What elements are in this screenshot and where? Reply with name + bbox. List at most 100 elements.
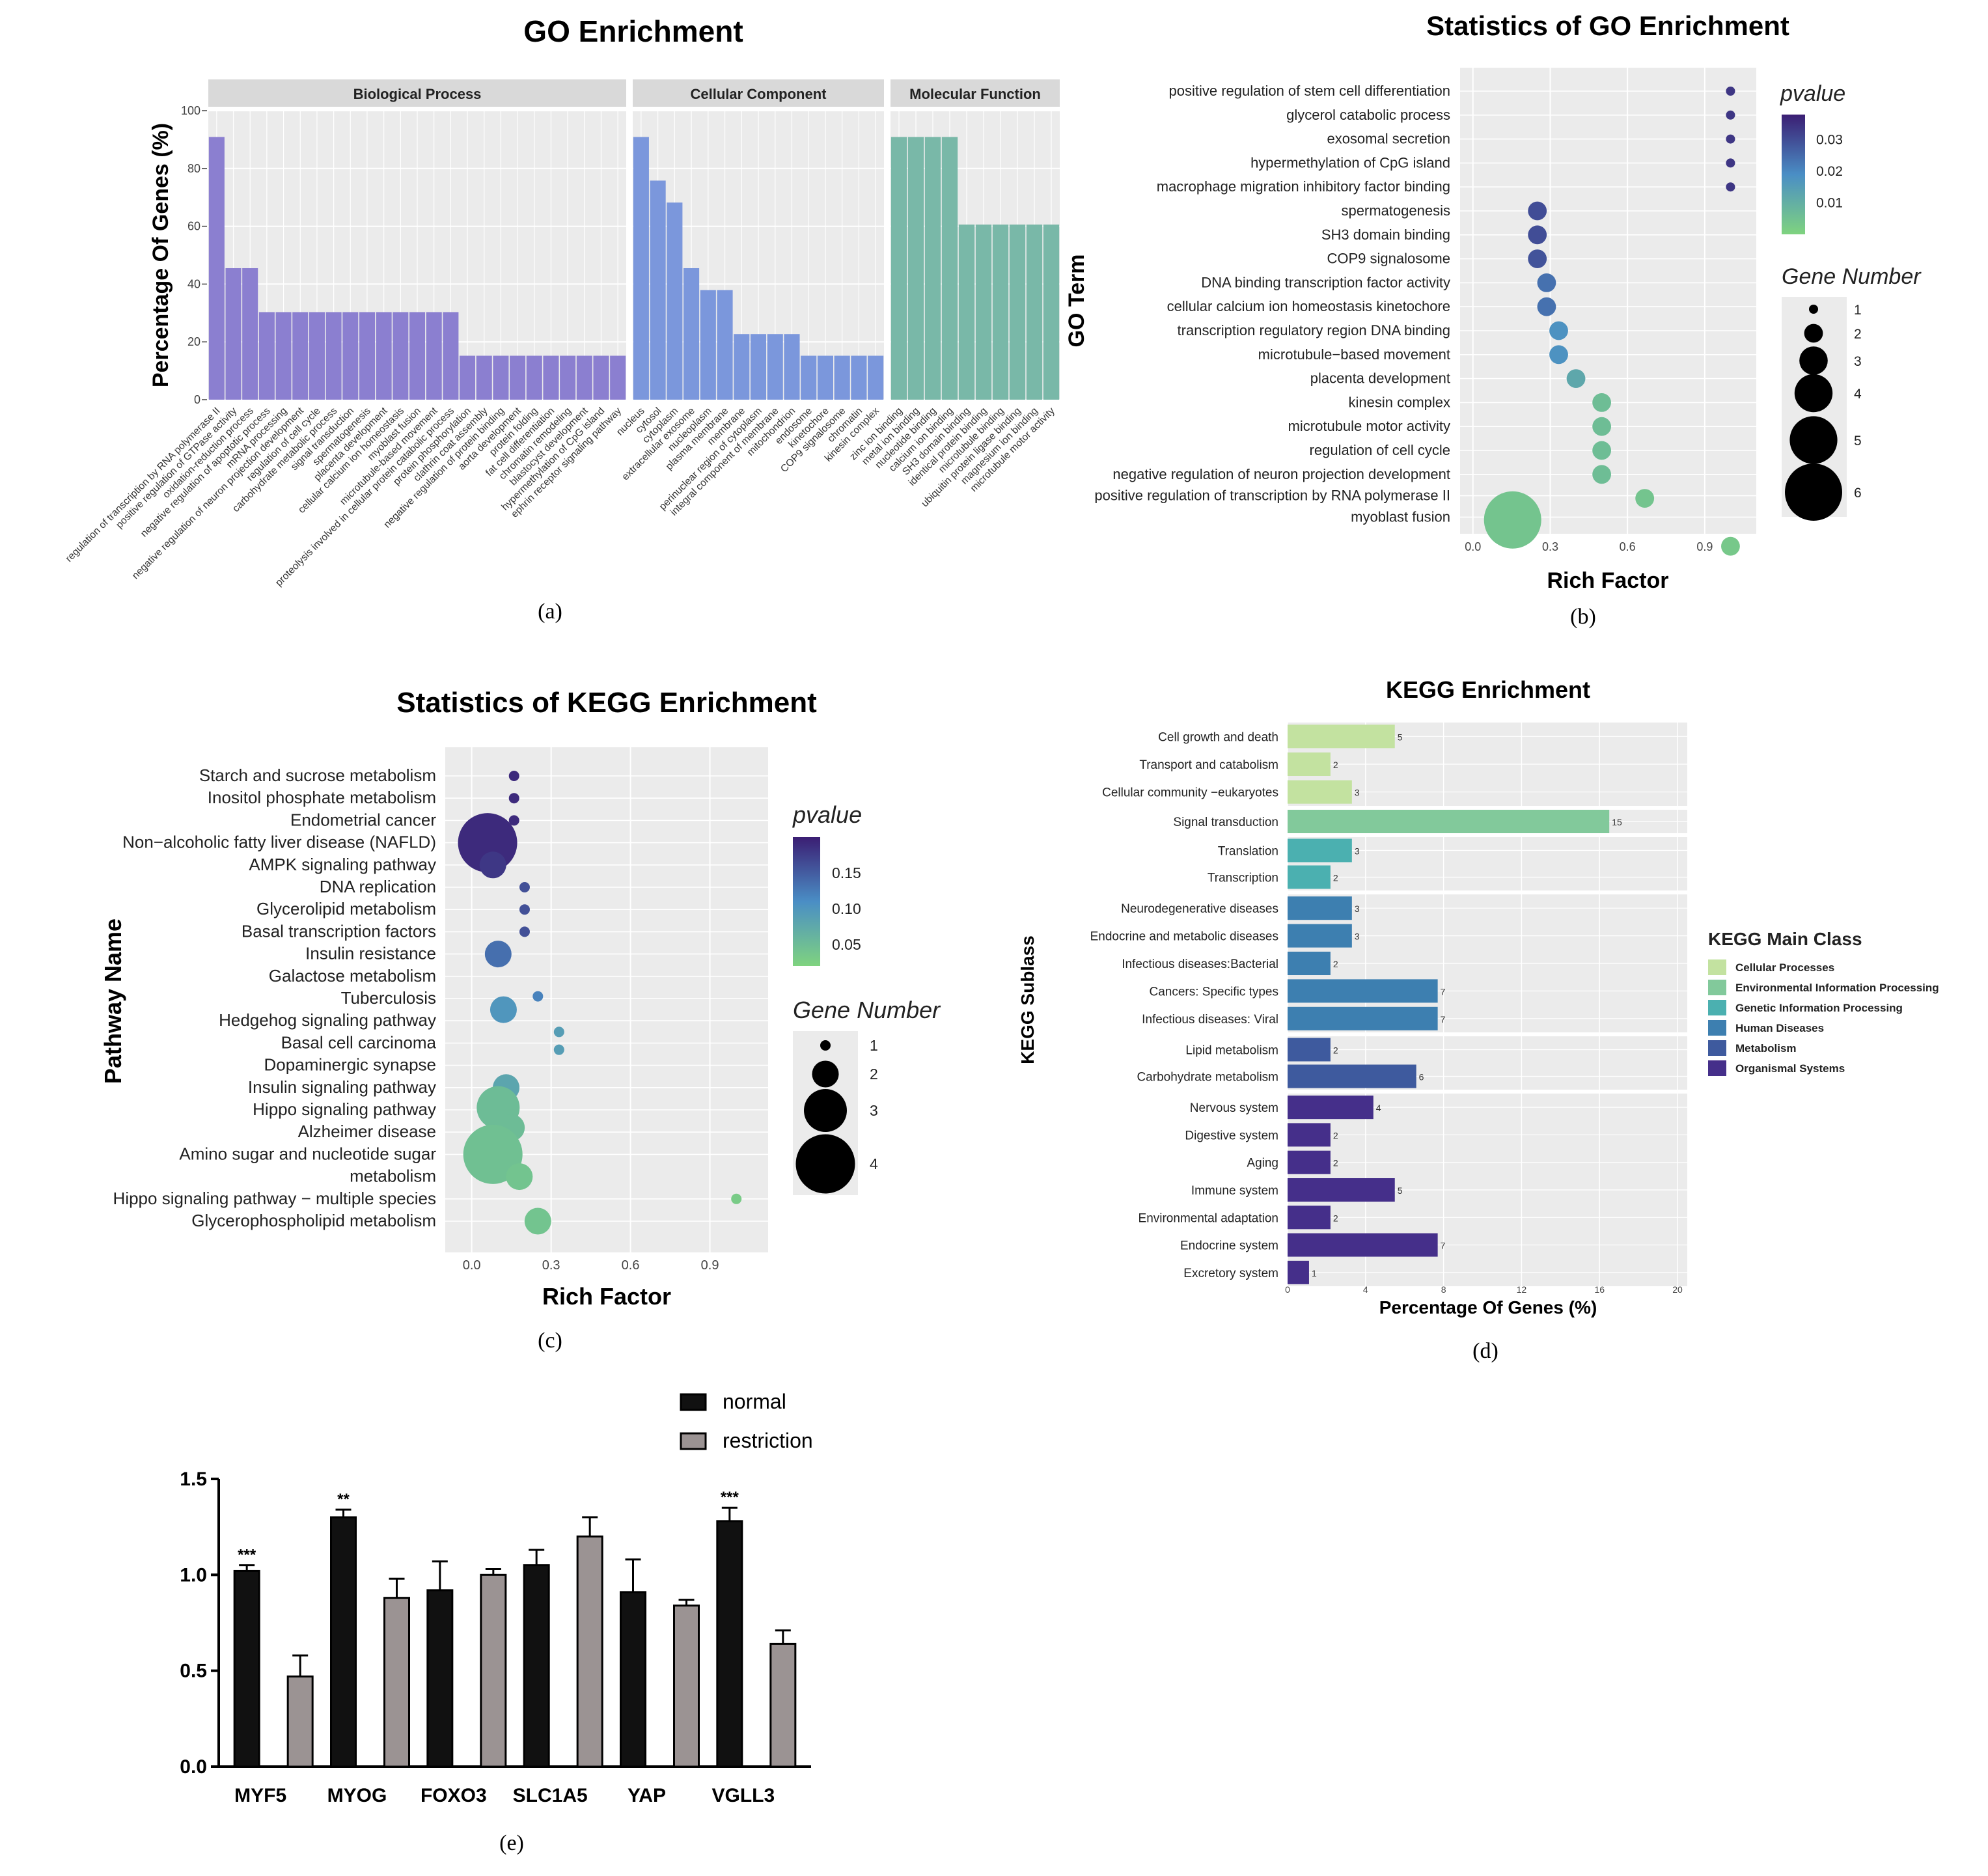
bar bbox=[208, 137, 225, 400]
bar-count-label: 7 bbox=[1441, 1241, 1446, 1251]
legend-label: Metabolism bbox=[1735, 1042, 1797, 1055]
bar bbox=[258, 312, 275, 400]
size-legend-label: 1 bbox=[870, 1037, 878, 1054]
bubble bbox=[1528, 249, 1547, 268]
bar bbox=[868, 355, 884, 400]
bar bbox=[325, 312, 342, 400]
sublass-label: Infectious diseases:Bacterial bbox=[1122, 958, 1278, 971]
sublass-label: Immune system bbox=[1191, 1184, 1278, 1198]
bar bbox=[734, 334, 750, 400]
panel-label-a: (a) bbox=[538, 600, 562, 624]
bar bbox=[523, 1564, 550, 1768]
legend-title: KEGG Main Class bbox=[1708, 929, 1862, 949]
pathway-label: Dopaminergic synapse bbox=[264, 1055, 436, 1075]
go-term-label: negative regulation of neuron projection… bbox=[1112, 466, 1450, 482]
bubble bbox=[1726, 110, 1735, 120]
legend-label: Cellular Processes bbox=[1735, 961, 1834, 974]
sublass-label: Nervous system bbox=[1190, 1101, 1278, 1115]
colorbar-tick-label: 0.15 bbox=[832, 864, 861, 881]
go-term-label: cellular calcium ion homeostasis kinetoc… bbox=[1167, 298, 1450, 314]
go-term-label: DNA binding transcription factor activit… bbox=[1201, 274, 1450, 290]
sublass-label: Neurodegenerative diseases bbox=[1121, 902, 1278, 916]
x-tick-label: VGLL3 bbox=[711, 1785, 775, 1806]
pathway-label: Glycerophospholipid metabolism bbox=[191, 1211, 436, 1230]
go-term-label: hypermethylation of CpG island bbox=[1250, 154, 1450, 171]
bar bbox=[593, 355, 609, 400]
bubble bbox=[479, 851, 506, 879]
bar bbox=[784, 334, 800, 400]
facet-strip bbox=[633, 79, 884, 107]
size-legend-dot bbox=[1804, 324, 1823, 343]
x-tick-label: YAP bbox=[628, 1785, 666, 1806]
bar bbox=[286, 1676, 314, 1768]
group-panel-bg bbox=[1288, 837, 1687, 890]
x-tick-label: FOXO3 bbox=[421, 1785, 487, 1806]
bar bbox=[1288, 752, 1331, 776]
bar bbox=[1288, 952, 1331, 975]
bar bbox=[460, 355, 476, 400]
x-tick-label: 4 bbox=[1363, 1284, 1368, 1295]
bar bbox=[242, 268, 258, 400]
bar bbox=[225, 268, 242, 400]
bar bbox=[717, 290, 733, 400]
bar bbox=[526, 355, 542, 400]
color-legend-title: pvalue bbox=[1780, 81, 1845, 106]
size-legend-dot bbox=[1785, 463, 1842, 521]
size-legend-dot bbox=[812, 1060, 839, 1088]
sublass-label: Environmental adaptation bbox=[1139, 1211, 1278, 1225]
significance-marker: *** bbox=[238, 1547, 256, 1564]
bar bbox=[560, 355, 576, 400]
facet-strip-label: Molecular Function bbox=[909, 86, 1041, 102]
bubble bbox=[508, 771, 519, 781]
facet-strip-label: Biological Process bbox=[353, 86, 482, 102]
x-tick-label: SLC1A5 bbox=[513, 1785, 588, 1806]
y-tick-label: 20 bbox=[187, 335, 200, 348]
go-term-label: positive regulation of transcription by … bbox=[1094, 488, 1450, 504]
bubble bbox=[519, 926, 530, 937]
sublass-label: Endocrine and metabolic diseases bbox=[1090, 930, 1278, 944]
bar bbox=[907, 137, 924, 400]
pathway-label: Basal transcription factors bbox=[242, 921, 436, 941]
sublass-label: Cell growth and death bbox=[1158, 730, 1278, 744]
bubble bbox=[1566, 369, 1586, 388]
sublass-label: Transport and catabolism bbox=[1139, 758, 1278, 772]
colorbar-tick-label: 0.03 bbox=[1816, 133, 1843, 148]
bar-count-label: 2 bbox=[1333, 1130, 1338, 1140]
legend-label: Genetic Information Processing bbox=[1735, 1002, 1903, 1014]
bar-count-label: 6 bbox=[1419, 1072, 1424, 1083]
size-legend-label: 1 bbox=[1854, 303, 1862, 318]
bar bbox=[1288, 979, 1438, 1003]
y-tick-label: 0.5 bbox=[180, 1661, 207, 1682]
legend-swatch bbox=[1708, 959, 1726, 975]
bar-count-label: 5 bbox=[1398, 732, 1403, 742]
size-legend-title: Gene Number bbox=[1782, 264, 1922, 289]
legend-label: Organismal Systems bbox=[1735, 1062, 1845, 1075]
bar bbox=[1288, 1038, 1331, 1062]
x-tick-label: MYF5 bbox=[234, 1785, 286, 1806]
x-tick-label: positive regulation of GTPase activity bbox=[114, 406, 240, 531]
pathway-label: Amino sugar and nucleotide sugar bbox=[179, 1144, 436, 1163]
bar bbox=[924, 137, 941, 400]
bar bbox=[992, 224, 1009, 400]
sublass-label: Digestive system bbox=[1185, 1129, 1278, 1142]
chart-title: GO Enrichment bbox=[523, 14, 743, 48]
pathway-label: Hippo signaling pathway − multiple speci… bbox=[113, 1189, 436, 1208]
bubble bbox=[508, 815, 519, 826]
x-tick-label: 0.3 bbox=[1542, 540, 1558, 553]
x-tick-label: 16 bbox=[1594, 1284, 1605, 1295]
sublass-label: Signal transduction bbox=[1173, 816, 1278, 829]
x-tick-label: 8 bbox=[1441, 1284, 1446, 1295]
bar bbox=[673, 1604, 700, 1768]
bar bbox=[1288, 865, 1331, 889]
x-tick-label: 0.6 bbox=[1620, 540, 1636, 553]
sublass-label: Carbohydrate metabolism bbox=[1137, 1071, 1278, 1084]
bar-count-label: 7 bbox=[1441, 986, 1446, 997]
x-tick-label: 0.3 bbox=[542, 1258, 560, 1273]
size-legend-label: 2 bbox=[1854, 327, 1862, 342]
panel-label-b: (b) bbox=[1570, 605, 1596, 629]
colorbar bbox=[1782, 115, 1805, 234]
bar bbox=[309, 312, 325, 400]
pathway-label: Endometrial cancer bbox=[290, 810, 436, 829]
colorbar-tick-label: 0.02 bbox=[1816, 164, 1843, 179]
pathway-label: Galactose metabolism bbox=[269, 966, 436, 986]
